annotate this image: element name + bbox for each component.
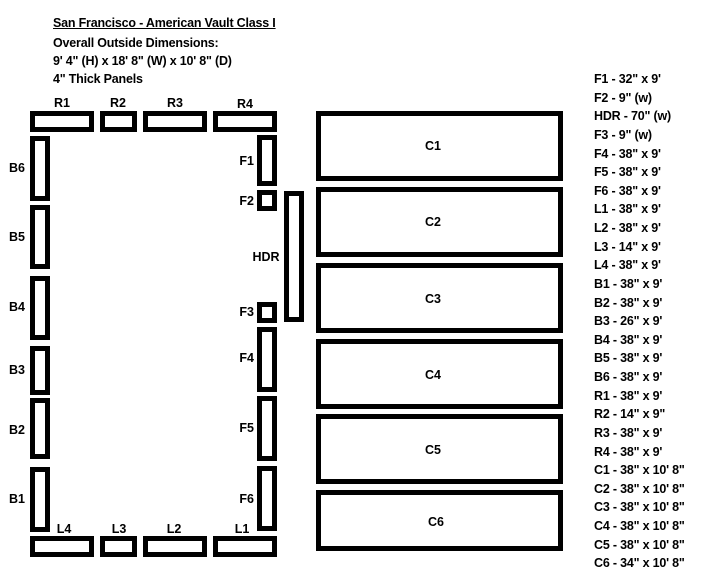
- dimension-item: HDR - 70" (w): [594, 109, 671, 124]
- dimension-item: B4 - 38" x 9': [594, 332, 663, 347]
- panel-dimension-list: F1 - 32" x 9' F2 - 9" (w) HDR - 70" (w) F3 …: [594, 70, 685, 573]
- panel-label-b1: B1: [9, 492, 25, 506]
- panel-label-r4: R4: [237, 97, 253, 111]
- dimension-item: F1 - 32" x 9': [594, 72, 661, 86]
- panel-f5: [257, 396, 277, 461]
- dimension-item: F4 - 38" x 9': [594, 146, 661, 161]
- dimension-item: C3 - 38" x 10' 8": [594, 500, 685, 515]
- dimension-item: C4 - 38" x 10' 8": [594, 519, 685, 533]
- dimension-item: B6 - 38" x 9': [594, 370, 663, 384]
- dimension-item: F5 - 38" x 9': [594, 165, 661, 180]
- dimension-item: L2 - 38" x 9': [594, 221, 661, 235]
- panel-c2: [316, 187, 563, 257]
- dimension-item: C5 - 38" x 10' 8": [594, 537, 685, 552]
- panel-label-c1: C1: [425, 139, 441, 153]
- panel-c4: [316, 339, 563, 409]
- panel-label-b3: B3: [9, 363, 25, 377]
- panel-label-r3: R3: [167, 96, 183, 110]
- panel-r2: [100, 111, 137, 132]
- dimensions-heading: Overall Outside Dimensions:: [53, 36, 219, 50]
- dimension-item: F2 - 9" (w): [594, 90, 652, 105]
- panel-f6: [257, 466, 277, 531]
- panel-label-f1: F1: [239, 154, 254, 168]
- panel-label-l2: L2: [166, 522, 182, 536]
- panel-label-hdr: HDR: [252, 250, 280, 264]
- dimension-item: F6 - 38" x 9': [594, 183, 661, 198]
- panel-label-c5: C5: [425, 443, 441, 457]
- panel-r3: [143, 111, 207, 132]
- panel-f1: [257, 135, 277, 186]
- dimension-item: F3 - 9" (w): [594, 127, 652, 142]
- panel-b6: [30, 136, 50, 201]
- panel-b2: [30, 398, 50, 459]
- panel-b3: [30, 346, 50, 395]
- panel-f4: [257, 327, 277, 392]
- panel-c6: [316, 490, 563, 551]
- dimension-item: B3 - 26" x 9': [594, 314, 663, 329]
- panel-f3: [257, 302, 277, 323]
- dimension-item: R3 - 38" x 9': [594, 425, 663, 440]
- panel-b1: [30, 467, 50, 532]
- panel-label-b2: B2: [9, 423, 25, 437]
- panel-b4: [30, 276, 50, 340]
- overall-dimensions: 9' 4" (H) x 18' 8" (W) x 10' 8" (D): [53, 54, 232, 68]
- panel-label-f2: F2: [239, 194, 254, 208]
- panel-r1: [30, 111, 94, 132]
- panel-label-c6: C6: [428, 515, 444, 529]
- panel-label-l4: L4: [56, 522, 72, 536]
- dimension-item: B5 - 38" x 9': [594, 351, 663, 366]
- panel-label-l3: L3: [111, 522, 127, 536]
- panel-label-r1: R1: [54, 96, 70, 110]
- panel-c1: [316, 111, 563, 181]
- panel-label-b4: B4: [9, 300, 25, 314]
- panel-c3: [316, 263, 563, 333]
- dimension-item: L4 - 38" x 9': [594, 258, 661, 273]
- panel-label-b5: B5: [9, 230, 25, 244]
- panel-thickness: 4" Thick Panels: [53, 72, 143, 86]
- panel-label-r2: R2: [110, 96, 126, 110]
- panel-label-f5: F5: [239, 421, 254, 435]
- dimension-item: C1 - 38" x 10' 8": [594, 463, 685, 478]
- panel-label-c4: C4: [425, 368, 441, 382]
- panel-l3: [100, 536, 137, 557]
- panel-r4: [213, 111, 277, 132]
- dimension-item: C2 - 38" x 10' 8": [594, 481, 685, 496]
- panel-l1: [213, 536, 277, 557]
- panel-label-b6: B6: [9, 161, 25, 175]
- dimension-item: L3 - 14" x 9': [594, 239, 661, 254]
- dimension-item: R2 - 14" x 9": [594, 407, 666, 422]
- panel-l2: [143, 536, 207, 557]
- dimension-item: C6 - 34" x 10' 8": [594, 556, 685, 571]
- panel-b5: [30, 205, 50, 269]
- panel-l4: [30, 536, 94, 557]
- panel-label-c2: C2: [425, 215, 441, 229]
- dimension-item: R1 - 38" x 9': [594, 388, 663, 403]
- dimension-item: R4 - 38" x 9': [594, 444, 663, 459]
- dimension-item: B2 - 38" x 9': [594, 295, 663, 310]
- panel-label-f6: F6: [239, 492, 254, 506]
- panel-hdr: [284, 191, 304, 322]
- panel-label-f3: F3: [239, 305, 254, 319]
- dimension-item: B1 - 38" x 9': [594, 276, 663, 291]
- panel-label-l1: L1: [234, 522, 250, 536]
- panel-label-c3: C3: [425, 292, 441, 306]
- panel-f2: [257, 190, 277, 211]
- panel-c5: [316, 414, 563, 484]
- panel-label-f4: F4: [239, 351, 254, 365]
- dimension-item: L1 - 38" x 9': [594, 202, 661, 217]
- title: San Francisco - American Vault Class I: [53, 16, 276, 30]
